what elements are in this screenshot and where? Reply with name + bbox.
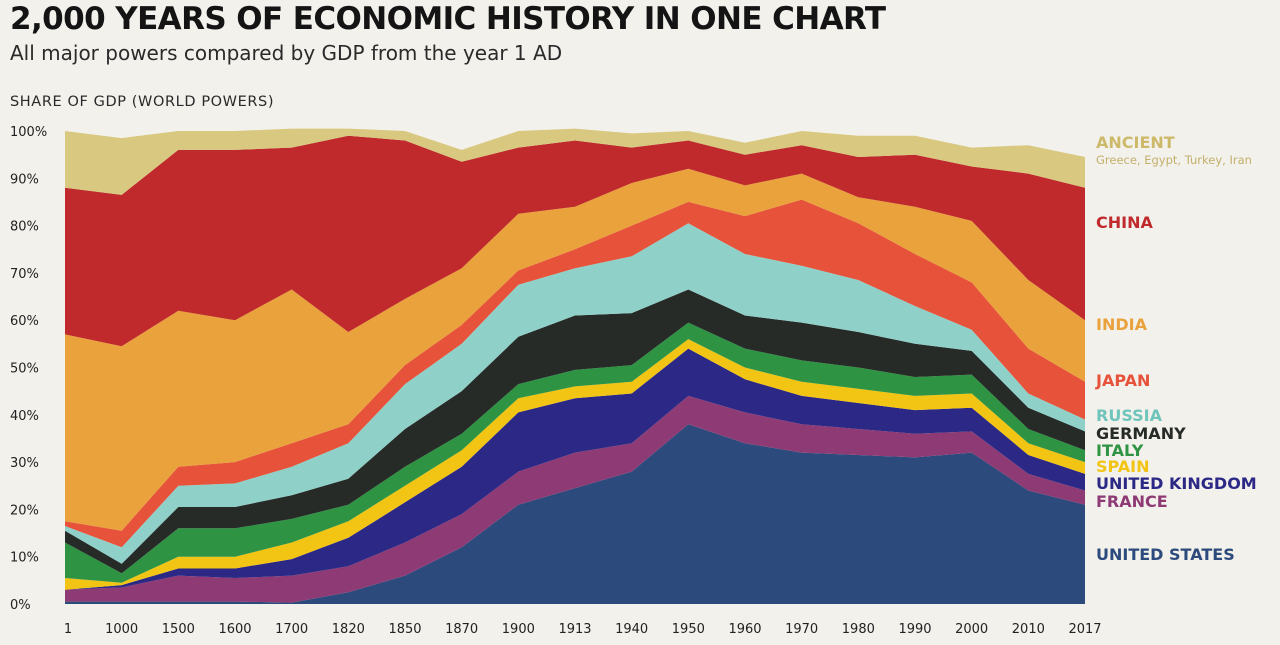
y-tick-label: 50% xyxy=(10,362,39,377)
legend-label-spain: SPAIN xyxy=(1096,457,1150,476)
legend-label-france: FRANCE xyxy=(1096,492,1168,511)
y-tick-label: 0% xyxy=(10,598,31,613)
y-tick-label: 90% xyxy=(10,172,39,187)
y-tick-label: 60% xyxy=(10,314,39,329)
area-layers xyxy=(65,128,1085,604)
x-tick-label: 1850 xyxy=(388,622,421,637)
y-tick-label: 20% xyxy=(10,503,39,518)
x-tick-label: 1913 xyxy=(558,622,591,637)
legend-note-ancient: Greece, Egypt, Turkey, Iran xyxy=(1096,153,1252,167)
x-tick-label: 1700 xyxy=(275,622,308,637)
x-tick-label: 2017 xyxy=(1068,622,1101,637)
x-tick-label: 1900 xyxy=(502,622,535,637)
legend-label-italy: ITALY xyxy=(1096,441,1144,460)
x-tick-label: 1870 xyxy=(445,622,478,637)
y-tick-label: 80% xyxy=(10,220,39,235)
x-tick-label: 2000 xyxy=(955,622,988,637)
x-tick-label: 1820 xyxy=(332,622,365,637)
legend-label-united-states: UNITED STATES xyxy=(1096,545,1235,564)
legend-label-ancient: ANCIENT xyxy=(1096,133,1175,152)
area-ancient xyxy=(65,128,1085,195)
x-tick-label: 1960 xyxy=(728,622,761,637)
legend-label-russia: RUSSIA xyxy=(1096,406,1163,425)
x-tick-label: 2010 xyxy=(1012,622,1045,637)
x-tick-label: 1970 xyxy=(785,622,818,637)
y-tick-label: 10% xyxy=(10,551,39,566)
area-united-states xyxy=(65,424,1085,604)
legend-label-united-kingdom: UNITED KINGDOM xyxy=(1096,474,1257,493)
y-tick-label: 100% xyxy=(10,125,47,140)
legend-label-india: INDIA xyxy=(1096,315,1148,334)
area-france xyxy=(65,395,1085,603)
y-axis-label: SHARE OF GDP (WORLD POWERS) xyxy=(10,94,275,110)
y-axis-ticks: 0% 10% 20% 30% 40% 50% 60% 70% 80% 90% 100% xyxy=(10,125,47,613)
legend-label-china: CHINA xyxy=(1096,213,1153,232)
y-tick-label: 40% xyxy=(10,409,39,424)
area-united-kingdom xyxy=(65,348,1085,590)
chart-title: 2,000 YEARS OF ECONOMIC HISTORY IN ONE C… xyxy=(10,1,886,37)
x-tick-label: 1990 xyxy=(898,622,931,637)
x-tick-label: 1940 xyxy=(615,622,648,637)
legend-label-japan: JAPAN xyxy=(1095,371,1150,390)
x-tick-label: 1500 xyxy=(162,622,195,637)
area-china xyxy=(65,135,1085,347)
y-tick-label: 30% xyxy=(10,456,39,471)
area-russia xyxy=(65,223,1085,564)
x-tick-label: 1600 xyxy=(218,622,251,637)
area-germany xyxy=(65,289,1085,574)
x-tick-label: 1 xyxy=(64,622,72,637)
x-axis-ticks: 1 1000 1500 1600 1700 1820 1850 1870 1900 1913 194… xyxy=(64,622,1102,637)
x-tick-label: 1980 xyxy=(842,622,875,637)
chart-subtitle: All major powers compared by GDP from th… xyxy=(10,41,563,65)
legend-label-germany: GERMANY xyxy=(1096,424,1186,443)
area-spain xyxy=(65,339,1085,590)
area-italy xyxy=(65,322,1085,583)
x-tick-label: 1950 xyxy=(672,622,705,637)
y-tick-label: 70% xyxy=(10,267,39,282)
area-india xyxy=(65,168,1085,531)
x-tick-label: 1000 xyxy=(105,622,138,637)
